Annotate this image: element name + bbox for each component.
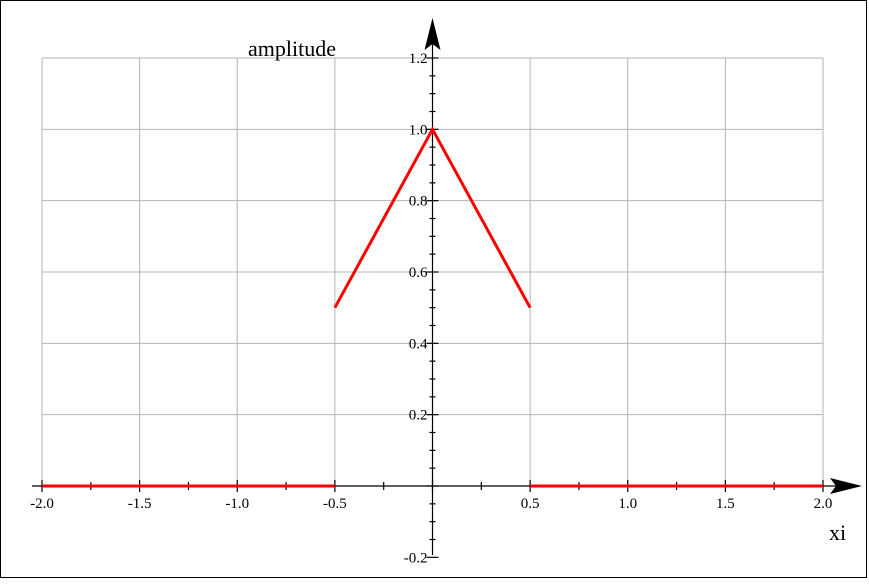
x-tick-label: -1.5 (128, 496, 152, 512)
y-tick-label: 0.4 (409, 336, 428, 352)
x-tick-label: -0.5 (323, 496, 347, 512)
x-tick-label: 1.5 (716, 496, 735, 512)
x-tick-label: -1.0 (225, 496, 249, 512)
series-line-segment (333, 126, 532, 309)
y-tick-label: 1.0 (409, 122, 428, 138)
y-axis-arrow (424, 18, 441, 50)
series-layer (42, 126, 823, 488)
x-tick-label: 1.0 (618, 496, 637, 512)
y-tick-label: 0.6 (409, 265, 428, 281)
y-tick-label: 0.8 (409, 194, 428, 210)
x-axis-arrow (830, 478, 862, 494)
x-tick-label: -2.0 (30, 496, 54, 512)
x-tick-label: 2.0 (814, 496, 833, 512)
x-tick-label: 0.5 (521, 496, 540, 512)
y-tick-label: -0.2 (404, 550, 428, 566)
y-tick-label: 0.2 (409, 408, 428, 424)
x-axis-label: xi (829, 520, 846, 545)
y-tick-label: 1.2 (409, 51, 428, 67)
tick-labels: -2.0 -1.5 -1.0 -0.5 0.5 1.0 1.5 2.0 -0.2 0.2 0.4 0.… (30, 51, 832, 566)
y-axis-label: amplitude (248, 36, 336, 61)
